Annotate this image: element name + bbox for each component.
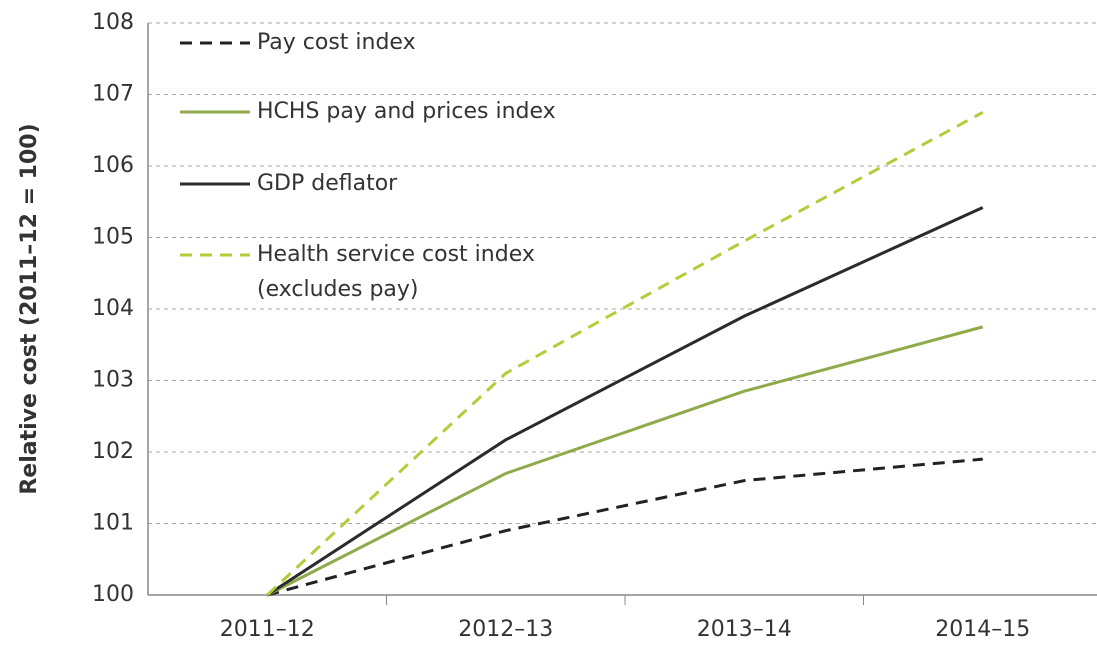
y-tick-label: 100 [92,582,134,607]
legend-label: Health service cost index (excludes pay) [257,242,535,302]
series-line [266,111,984,597]
legend-label: GDP deflator [257,171,398,196]
series-line [266,325,984,597]
x-tick-label: 2011–12 [220,617,315,642]
y-axis-label: Relative cost (2011–12 = 100) [17,123,42,494]
legend-label: HCHS pay and prices index [257,99,556,124]
series-line [266,457,983,597]
x-tick-label: 2012–13 [458,617,553,642]
y-tick-label: 105 [92,225,134,250]
y-tick-label: 107 [92,82,134,107]
y-tick-label: 102 [92,439,134,464]
y-tick-label: 103 [92,368,134,393]
x-tick-label: 2014–15 [935,617,1030,642]
x-tick-label: 2013–14 [697,617,792,642]
series-line [266,206,984,597]
y-tick-label: 104 [92,296,134,321]
legend-label: Pay cost index [257,30,416,55]
y-tick-label: 106 [92,153,134,178]
y-tick-label: 108 [92,10,134,35]
y-tick-label: 101 [92,511,134,536]
